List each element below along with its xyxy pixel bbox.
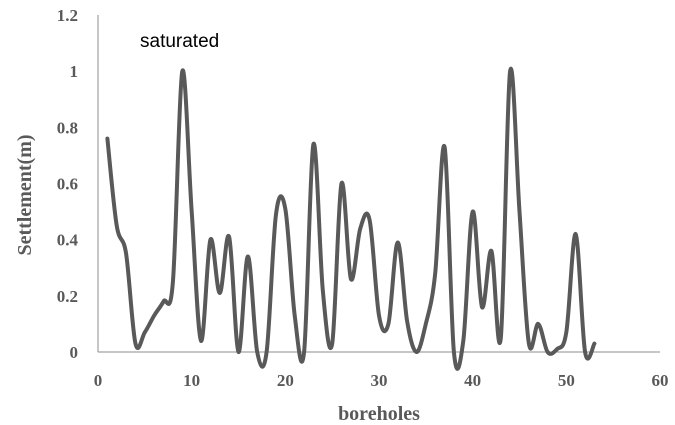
y-tick-label: 0.4 bbox=[57, 231, 79, 250]
x-tick-label: 20 bbox=[277, 371, 294, 390]
x-tick-label: 50 bbox=[558, 371, 575, 390]
y-tick-label: 0.6 bbox=[57, 175, 78, 194]
axes bbox=[97, 15, 660, 353]
x-tick-label: 30 bbox=[371, 371, 388, 390]
y-tick-labels: 0 0.2 0.4 0.6 0.8 1 1.2 bbox=[57, 6, 79, 362]
x-tick-labels: 0 10 20 30 40 50 60 bbox=[94, 371, 669, 390]
series-group bbox=[105, 66, 597, 371]
y-axis-title: Settlement(m) bbox=[14, 134, 36, 255]
x-tick-label: 0 bbox=[94, 371, 103, 390]
y-tick-label: 1.2 bbox=[57, 6, 78, 25]
y-tick-label: 0.2 bbox=[57, 287, 78, 306]
x-tick-label: 40 bbox=[464, 371, 481, 390]
chart-annotation: saturated bbox=[140, 31, 219, 52]
y-tick-label: 1 bbox=[70, 62, 79, 81]
y-tick-label: 0 bbox=[70, 343, 79, 362]
x-tick-label: 60 bbox=[652, 371, 669, 390]
y-tick-label: 0.8 bbox=[57, 118, 78, 137]
series-line bbox=[105, 66, 597, 371]
x-axis-title: boreholes bbox=[338, 403, 420, 425]
x-tick-label: 10 bbox=[183, 371, 200, 390]
